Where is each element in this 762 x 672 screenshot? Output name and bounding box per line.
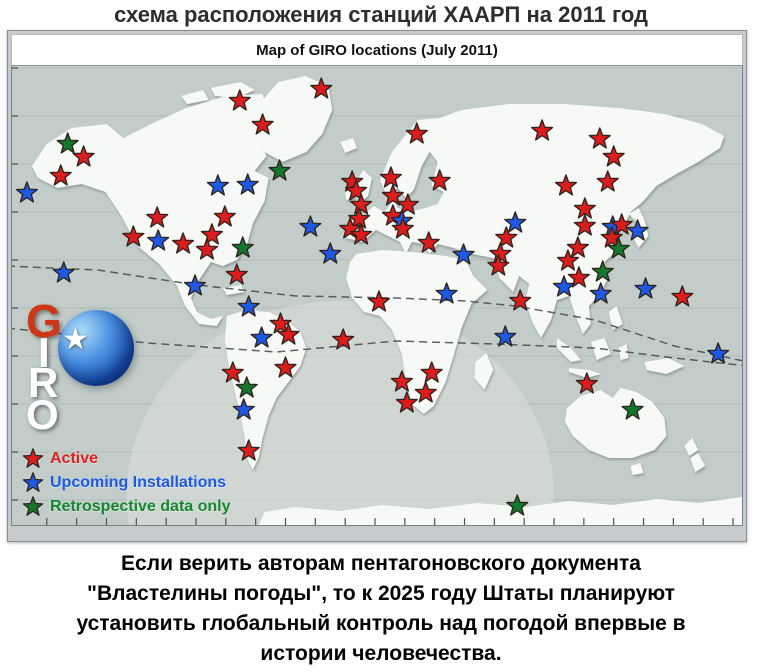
world-map-svg <box>12 67 742 525</box>
station-star <box>299 215 322 237</box>
station-star <box>634 277 657 299</box>
legend-item: Retrospective data only <box>20 495 231 519</box>
caption-text: Если верить авторам пентагоновского доку… <box>0 549 762 669</box>
legend-label: Retrospective data only <box>50 498 231 515</box>
station-star <box>268 159 291 181</box>
legend-star-icon <box>22 472 44 492</box>
caption-line: "Властелины погоды", то к 2025 году Штат… <box>87 582 675 605</box>
station-star <box>671 285 694 307</box>
station-star <box>707 342 730 364</box>
legend-star-icon <box>22 496 44 516</box>
station-star <box>225 263 248 285</box>
legend-item: Upcoming Installations <box>20 471 231 495</box>
map-legend: Active Upcoming Installations Retrospectiv… <box>20 447 231 519</box>
legend-label: Active <box>50 450 99 467</box>
caption-line: истории человечества. <box>260 642 502 665</box>
station-star <box>494 325 517 347</box>
legend-star-icon <box>22 448 44 468</box>
axis-ticks <box>12 67 734 525</box>
station-star <box>15 181 39 203</box>
map-window: Map of GIRO locations (July 2011) <box>7 30 747 542</box>
magnetic-equator-lines <box>12 265 742 367</box>
legend-label: Upcoming Installations <box>50 474 227 491</box>
caption-line: установить глобальный контроль над погод… <box>76 612 686 635</box>
page-title: схема расположения станций ХААРП на 2011… <box>114 2 648 27</box>
map-title: Map of GIRO locations (July 2011) <box>11 34 743 66</box>
legend-item: Active <box>20 447 231 471</box>
station-star <box>575 372 598 394</box>
caption-line: Если верить авторам пентагоновского доку… <box>121 552 641 575</box>
station-star <box>52 261 75 283</box>
